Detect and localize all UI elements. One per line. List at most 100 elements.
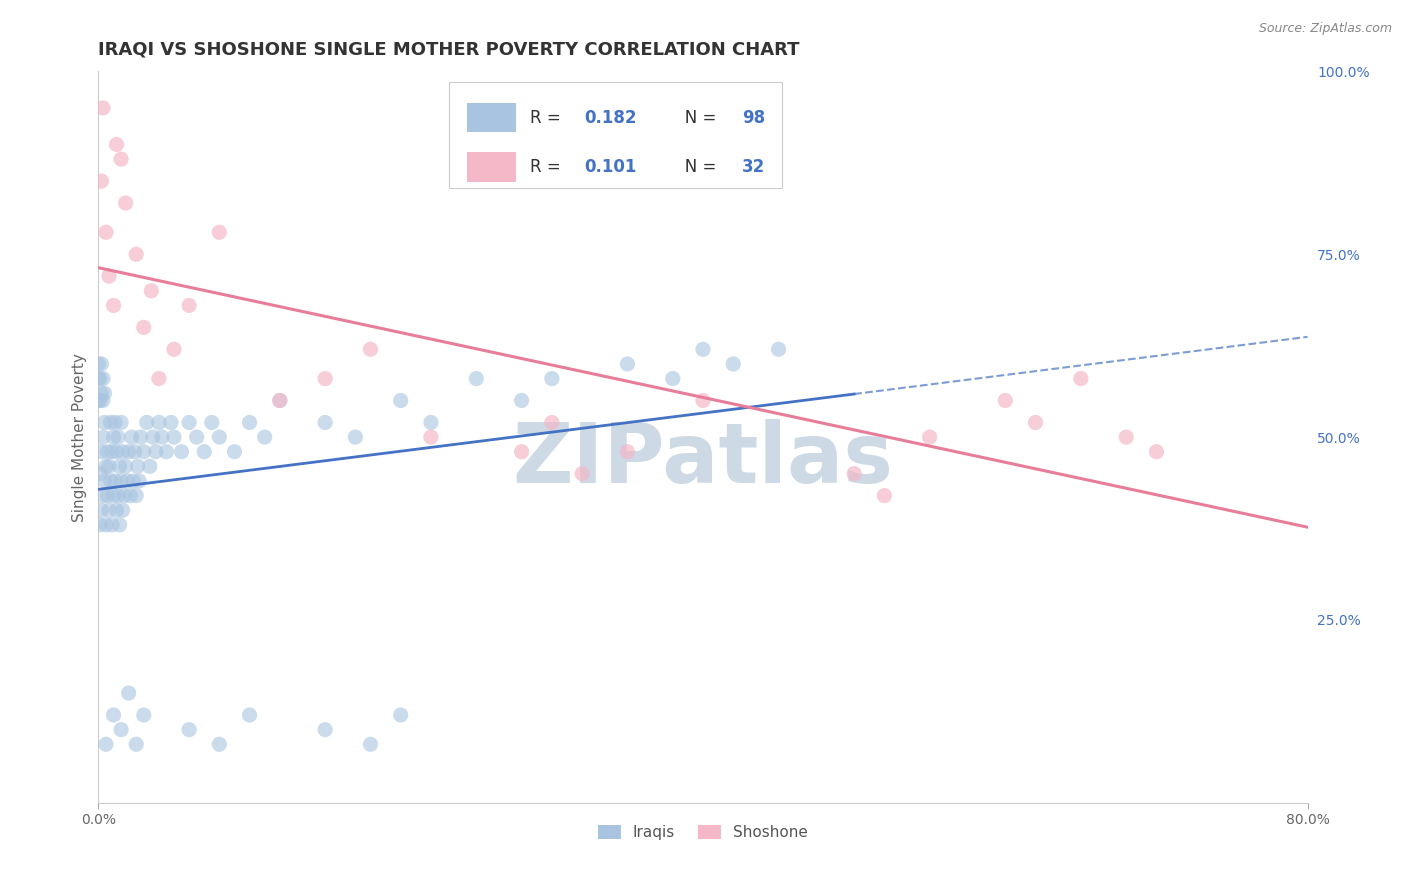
Text: 0.182: 0.182	[585, 109, 637, 127]
Point	[111, 503, 134, 517]
Point	[124, 444, 146, 458]
Point	[163, 343, 186, 357]
Point	[148, 416, 170, 430]
Point	[135, 416, 157, 430]
Point	[510, 444, 533, 458]
Point	[93, 416, 115, 430]
Point	[105, 503, 128, 517]
Point	[91, 101, 114, 115]
Point	[510, 393, 533, 408]
Point	[873, 489, 896, 503]
Point	[269, 393, 291, 408]
Point	[132, 444, 155, 458]
Point	[314, 416, 336, 430]
Point	[616, 444, 638, 458]
Point	[108, 459, 131, 474]
Point	[145, 444, 167, 458]
Point	[186, 430, 208, 444]
Point	[110, 152, 132, 166]
Point	[1115, 430, 1137, 444]
Point	[692, 393, 714, 408]
Point	[91, 489, 114, 503]
Point	[208, 430, 231, 444]
Point	[91, 393, 114, 408]
Point	[107, 430, 129, 444]
Point	[103, 430, 125, 444]
Point	[420, 430, 443, 444]
Point	[125, 247, 148, 261]
Point	[90, 444, 112, 458]
Point	[314, 723, 336, 737]
Point	[118, 444, 141, 458]
Point	[150, 430, 173, 444]
Point	[111, 444, 134, 458]
Point	[139, 459, 162, 474]
Point	[112, 489, 135, 503]
Point	[125, 489, 148, 503]
Point	[132, 708, 155, 723]
Point	[540, 416, 562, 430]
Point	[122, 474, 145, 488]
FancyBboxPatch shape	[467, 103, 516, 132]
Point	[571, 467, 593, 481]
Point	[179, 416, 201, 430]
Point	[91, 430, 114, 444]
Point	[87, 371, 110, 385]
Point	[141, 284, 163, 298]
Point	[1070, 371, 1092, 385]
Point	[253, 430, 276, 444]
Point	[98, 459, 121, 474]
Point	[89, 393, 111, 408]
Point	[723, 357, 745, 371]
Point	[844, 467, 866, 481]
Point	[87, 357, 110, 371]
Point	[616, 357, 638, 371]
Point	[104, 474, 127, 488]
Point	[1144, 444, 1167, 458]
Text: 32: 32	[742, 158, 765, 176]
Point	[114, 459, 136, 474]
Text: N =: N =	[669, 109, 721, 127]
Point	[93, 386, 115, 401]
Point	[90, 357, 112, 371]
Point	[96, 489, 118, 503]
Point	[105, 137, 128, 152]
Text: IRAQI VS SHOSHONE SINGLE MOTHER POVERTY CORRELATION CHART: IRAQI VS SHOSHONE SINGLE MOTHER POVERTY …	[98, 41, 800, 59]
Point	[98, 503, 121, 517]
Point	[170, 444, 193, 458]
Text: R =: R =	[530, 109, 567, 127]
Point	[87, 393, 110, 408]
Point	[103, 489, 125, 503]
Point	[239, 416, 262, 430]
Point	[344, 430, 367, 444]
Point	[125, 737, 148, 751]
Point	[389, 393, 412, 408]
Point	[101, 444, 124, 458]
Point	[120, 489, 142, 503]
Point	[768, 343, 790, 357]
Point	[160, 416, 183, 430]
Point	[103, 708, 125, 723]
Point	[104, 416, 127, 430]
Point	[179, 723, 201, 737]
Text: ZIPatlas: ZIPatlas	[513, 418, 893, 500]
Point	[96, 444, 118, 458]
Point	[127, 459, 149, 474]
Point	[94, 737, 117, 751]
Text: 98: 98	[742, 109, 765, 127]
Point	[314, 371, 336, 385]
Point	[115, 474, 138, 488]
Point	[91, 371, 114, 385]
Point	[93, 474, 115, 488]
Point	[107, 489, 129, 503]
Text: R =: R =	[530, 158, 567, 176]
Point	[201, 416, 224, 430]
Point	[94, 459, 117, 474]
Point	[420, 416, 443, 430]
Point	[100, 474, 122, 488]
FancyBboxPatch shape	[467, 153, 516, 182]
Point	[239, 708, 262, 723]
Point	[692, 343, 714, 357]
Point	[1024, 416, 1046, 430]
Point	[90, 386, 112, 401]
